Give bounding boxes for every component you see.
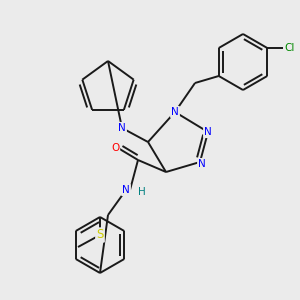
Text: Cl: Cl — [284, 43, 294, 53]
Text: O: O — [111, 143, 119, 153]
Text: H: H — [138, 187, 146, 197]
Text: N: N — [171, 107, 179, 117]
Text: N: N — [122, 185, 130, 195]
Text: N: N — [198, 159, 206, 169]
Text: N: N — [204, 127, 212, 137]
Text: S: S — [96, 229, 104, 242]
Text: N: N — [118, 123, 126, 133]
